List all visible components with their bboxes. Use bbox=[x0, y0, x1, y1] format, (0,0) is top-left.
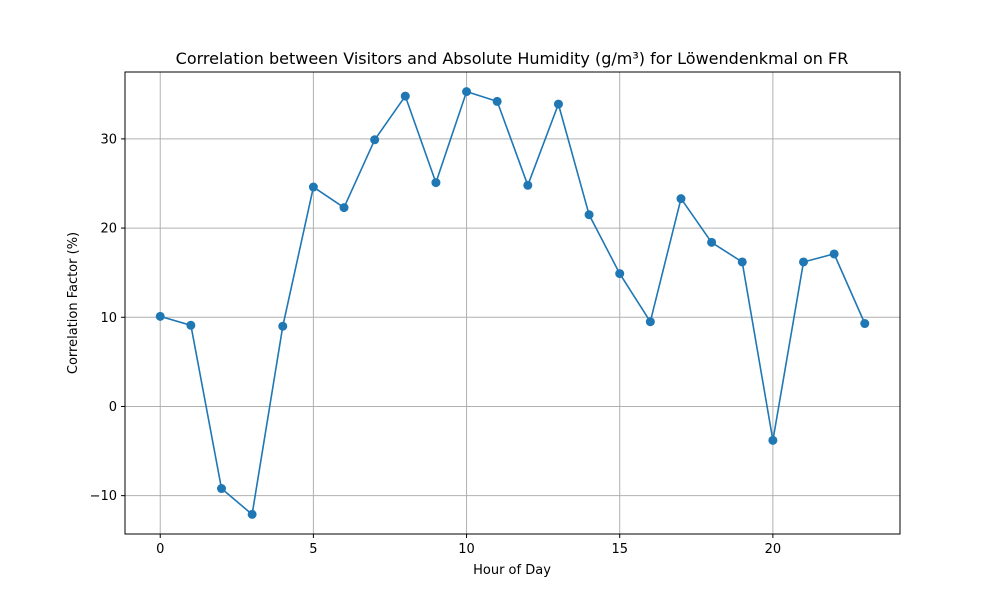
series-line bbox=[159, 90, 866, 516]
x-tick-label: 15 bbox=[611, 542, 628, 557]
x-axis-label: Hour of Day bbox=[473, 563, 551, 578]
data-point bbox=[308, 182, 318, 192]
data-point bbox=[553, 99, 563, 109]
y-tick-label: 10 bbox=[100, 311, 117, 326]
x-tick-label: 0 bbox=[156, 542, 164, 557]
y-axis-label: Correlation Factor (%) bbox=[66, 232, 81, 374]
data-point bbox=[737, 257, 747, 267]
data-point bbox=[860, 319, 870, 329]
data-series bbox=[155, 87, 870, 519]
data-point bbox=[186, 320, 196, 330]
y-tick-label: 30 bbox=[100, 132, 117, 147]
data-point bbox=[216, 484, 226, 494]
data-point bbox=[370, 135, 380, 145]
data-point bbox=[155, 311, 165, 321]
data-point bbox=[707, 237, 717, 247]
data-point bbox=[615, 269, 625, 279]
axis-ticks: 0 5 10 15 20 −10 0 10 20 30 bbox=[90, 132, 782, 557]
y-tick-label: 0 bbox=[109, 400, 117, 415]
x-tick-label: 10 bbox=[458, 542, 475, 557]
data-point bbox=[584, 210, 594, 220]
x-tick-label: 20 bbox=[765, 542, 782, 557]
data-point bbox=[400, 91, 410, 101]
data-point bbox=[462, 87, 472, 97]
data-point bbox=[523, 180, 533, 190]
data-point bbox=[431, 178, 441, 188]
data-point bbox=[492, 96, 502, 106]
x-tick-label: 5 bbox=[309, 542, 317, 557]
chart-title: Correlation between Visitors and Absolut… bbox=[176, 49, 849, 68]
data-point bbox=[339, 203, 349, 213]
data-point bbox=[247, 509, 257, 519]
data-point bbox=[829, 249, 839, 259]
y-tick-label: −10 bbox=[90, 489, 117, 504]
plot-frame bbox=[124, 71, 901, 535]
data-point bbox=[676, 194, 686, 204]
data-point bbox=[645, 317, 655, 327]
grid bbox=[125, 72, 900, 534]
data-point bbox=[799, 257, 809, 267]
data-point bbox=[768, 435, 778, 445]
y-tick-label: 20 bbox=[100, 222, 117, 237]
data-point bbox=[278, 321, 288, 331]
